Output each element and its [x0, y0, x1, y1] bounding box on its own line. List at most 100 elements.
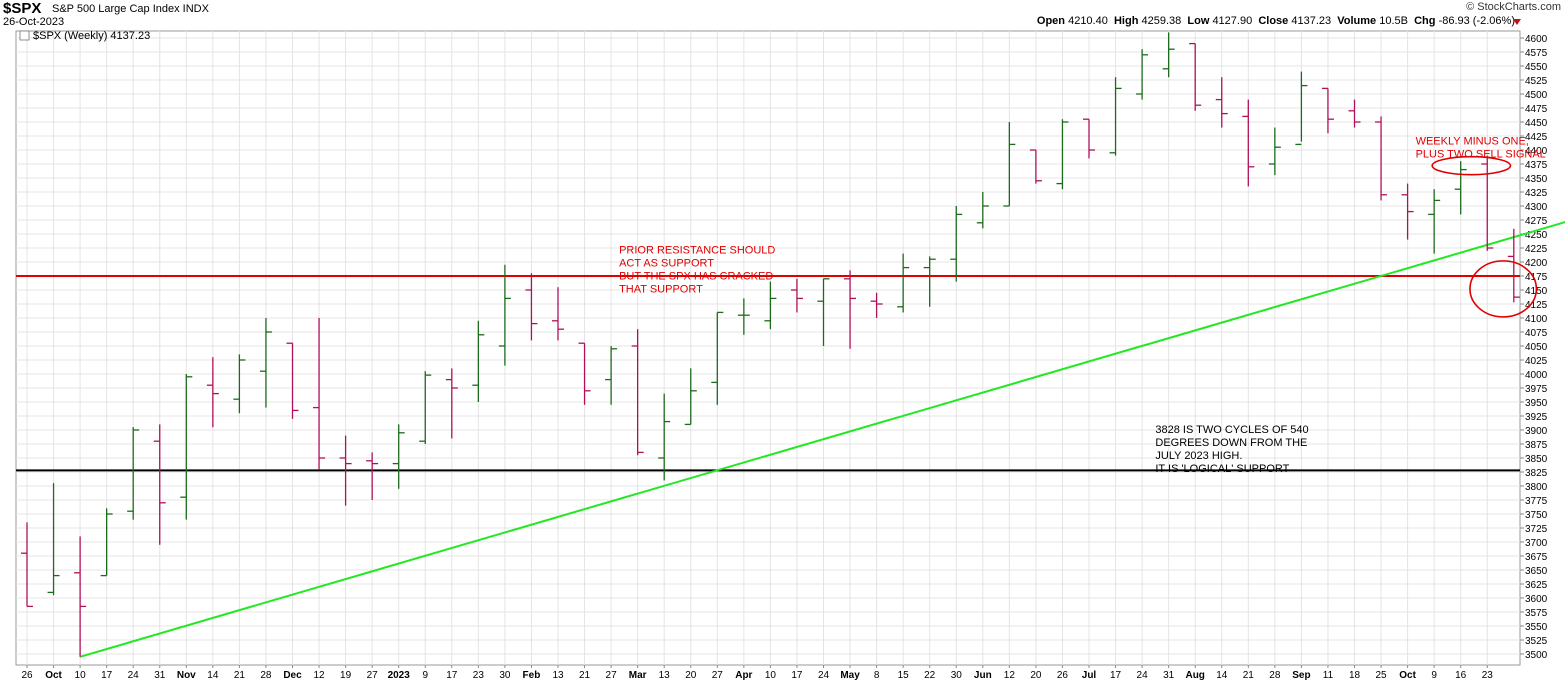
ohlc-bar — [578, 342, 591, 405]
x-tick-label: 28 — [260, 670, 272, 681]
legend-swatch — [19, 30, 30, 41]
sell-signal-note-line: PLUS TWO SELL SIGNAL — [1416, 148, 1546, 160]
x-tick-label: 10 — [765, 670, 777, 681]
ticker-symbol: $SPX — [3, 0, 42, 17]
ohlc-bar — [1295, 71, 1308, 146]
x-tick-label: Jun — [974, 670, 992, 681]
ohlc-bar — [259, 318, 272, 408]
ohlc-bar — [764, 281, 777, 330]
close-value: 4137.23 — [1291, 15, 1332, 27]
x-tick-label: 14 — [1216, 670, 1228, 681]
ohlc-bar — [817, 278, 830, 346]
x-tick-label: 24 — [1137, 670, 1149, 681]
y-tick-label: 3775 — [1525, 496, 1548, 507]
ohlc-bar — [923, 256, 936, 307]
ohlc-bar — [21, 522, 33, 608]
x-tick-label: 9 — [1431, 670, 1437, 681]
y-tick-label: 4475 — [1525, 104, 1548, 115]
y-tick-label: 4350 — [1525, 174, 1548, 185]
price-bars — [21, 32, 1520, 657]
ohlc-bar — [1215, 77, 1228, 128]
ohlc-bar — [1454, 161, 1467, 215]
x-tick-label: 2023 — [388, 670, 411, 681]
y-tick-label: 4225 — [1525, 244, 1548, 255]
y-tick-label: 3725 — [1525, 524, 1548, 535]
ohlc-bar — [950, 206, 963, 282]
y-tick-label: 4050 — [1525, 342, 1548, 353]
ohlc-bar — [286, 342, 299, 419]
x-tick-label: 20 — [685, 670, 697, 681]
ohlc-bar — [1189, 42, 1202, 111]
y-tick-label: 4175 — [1525, 272, 1548, 283]
ohlc-bar — [525, 273, 538, 341]
x-tick-label: 14 — [207, 670, 219, 681]
x-tick-label: Jul — [1082, 670, 1097, 681]
ohlc-bar — [844, 270, 857, 349]
ohlc-bar — [737, 298, 750, 335]
x-tick-label: 26 — [1057, 670, 1069, 681]
support-note-line: IT IS 'LOGICAL' SUPPORT — [1155, 463, 1289, 475]
ohlc-bar — [1056, 119, 1069, 190]
resistance-note-line: BUT THE SPX HAS CRACKED — [619, 271, 773, 283]
x-tick-label: 17 — [791, 670, 803, 681]
ohlc-bar — [180, 374, 193, 520]
ohlc-bar — [419, 371, 432, 444]
y-tick-label: 3975 — [1525, 384, 1548, 395]
volume-value: 10.5B — [1379, 15, 1408, 27]
quote-summary: Open 4210.40 High 4259.38 Low 4127.90 Cl… — [1037, 15, 1515, 27]
y-tick-label: 3900 — [1525, 426, 1548, 437]
x-tick-label: Oct — [1399, 670, 1416, 681]
x-tick-label: 20 — [1030, 670, 1042, 681]
x-tick-label: 9 — [422, 670, 428, 681]
x-tick-label: 17 — [1110, 670, 1122, 681]
ohlc-bar — [472, 320, 485, 402]
low-value: 4127.90 — [1212, 15, 1253, 27]
plot-area — [15, 30, 1521, 666]
ohlc-bar — [1136, 49, 1149, 100]
ohlc-bar — [339, 435, 352, 506]
x-tick-label: 21 — [579, 670, 591, 681]
x-tick-label: Dec — [283, 670, 302, 681]
x-tick-label: 28 — [1269, 670, 1281, 681]
y-tick-label: 4200 — [1525, 258, 1548, 269]
ohlc-bar — [1109, 77, 1122, 156]
x-tick-label: 27 — [712, 670, 724, 681]
y-tick-label: 4275 — [1525, 216, 1548, 227]
y-tick-label: 3500 — [1525, 650, 1548, 661]
open-value: 4210.40 — [1068, 15, 1108, 27]
x-tick-label: Sep — [1292, 670, 1310, 681]
resistance-note-line: THAT SUPPORT — [619, 284, 703, 296]
y-tick-label: 4000 — [1525, 370, 1548, 381]
y-tick-label: 4375 — [1525, 160, 1548, 171]
y-tick-label: 4300 — [1525, 202, 1548, 213]
y-tick-label: 4500 — [1525, 90, 1548, 101]
ohlc-bar — [1029, 149, 1042, 184]
x-tick-label: 27 — [606, 670, 618, 681]
x-tick-label: Mar — [629, 670, 647, 681]
y-axis: 3500 3525 3550 3575 3600 3625 3650 3675 3700 3725… — [1520, 34, 1548, 661]
chg-label: Chg — [1414, 15, 1436, 27]
x-tick-label: Nov — [177, 670, 196, 681]
stockcharts-credit[interactable]: © StockCharts.com — [1466, 1, 1561, 13]
y-tick-label: 3600 — [1525, 594, 1548, 605]
annotations: PRIOR RESISTANCE SHOULD ACT AS SUPPORT BUT… — [619, 135, 1546, 474]
breakdown-ellipse — [1469, 260, 1538, 318]
ohlc-bar — [790, 278, 803, 313]
ohlc-bar — [1321, 87, 1334, 134]
x-tick-label: 17 — [446, 670, 458, 681]
ohlc-bar — [445, 368, 458, 439]
y-tick-label: 3625 — [1525, 580, 1548, 591]
ohlc-bar — [1401, 183, 1414, 240]
x-tick-label: 26 — [21, 670, 33, 681]
y-tick-label: 4100 — [1525, 314, 1548, 325]
ohlc-bar — [1507, 228, 1520, 303]
volume-label: Volume — [1337, 15, 1377, 27]
x-tick-label: 13 — [552, 670, 564, 681]
x-tick-label: 19 — [340, 670, 352, 681]
ohlc-bar — [552, 287, 564, 341]
y-tick-label: 4450 — [1525, 118, 1548, 129]
ohlc-bar — [1162, 32, 1175, 78]
y-tick-label: 4075 — [1525, 328, 1548, 339]
support-note-line: JULY 2023 HIGH. — [1155, 450, 1242, 462]
